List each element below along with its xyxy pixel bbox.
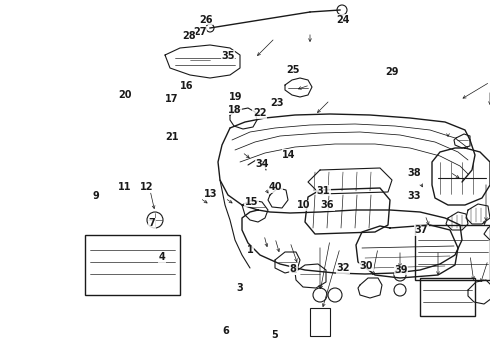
Text: 39: 39	[394, 265, 408, 275]
Text: 16: 16	[179, 81, 193, 91]
Text: 31: 31	[317, 186, 330, 196]
Text: 11: 11	[118, 182, 132, 192]
Text: 8: 8	[290, 264, 296, 274]
Text: 5: 5	[271, 330, 278, 340]
Text: 9: 9	[92, 191, 99, 201]
Text: 1: 1	[246, 245, 253, 255]
Text: 35: 35	[221, 51, 235, 61]
Text: 19: 19	[228, 92, 242, 102]
Text: 24: 24	[336, 15, 350, 25]
Text: 6: 6	[222, 326, 229, 336]
Text: 29: 29	[385, 67, 399, 77]
Text: 18: 18	[228, 105, 242, 115]
Text: 27: 27	[193, 27, 207, 37]
Text: 21: 21	[165, 132, 178, 142]
Text: 23: 23	[270, 98, 284, 108]
Text: 40: 40	[269, 182, 283, 192]
Text: 3: 3	[237, 283, 244, 293]
Text: 2: 2	[291, 265, 297, 275]
Text: 20: 20	[118, 90, 132, 100]
Text: 14: 14	[282, 150, 296, 160]
Text: 4: 4	[158, 252, 165, 262]
Text: 12: 12	[140, 182, 154, 192]
Text: 38: 38	[407, 168, 421, 178]
Text: 17: 17	[165, 94, 178, 104]
Text: 7: 7	[148, 218, 155, 228]
Text: 30: 30	[360, 261, 373, 271]
Text: 28: 28	[182, 31, 196, 41]
Text: 32: 32	[336, 263, 350, 273]
Text: 15: 15	[245, 197, 258, 207]
Text: 25: 25	[286, 65, 300, 75]
Text: 37: 37	[415, 225, 428, 235]
Text: 26: 26	[199, 15, 213, 25]
Text: 13: 13	[204, 189, 218, 199]
Text: 36: 36	[320, 200, 334, 210]
Text: 34: 34	[255, 159, 269, 169]
Text: 33: 33	[407, 191, 421, 201]
Text: 10: 10	[297, 200, 311, 210]
Text: 22: 22	[253, 108, 267, 118]
